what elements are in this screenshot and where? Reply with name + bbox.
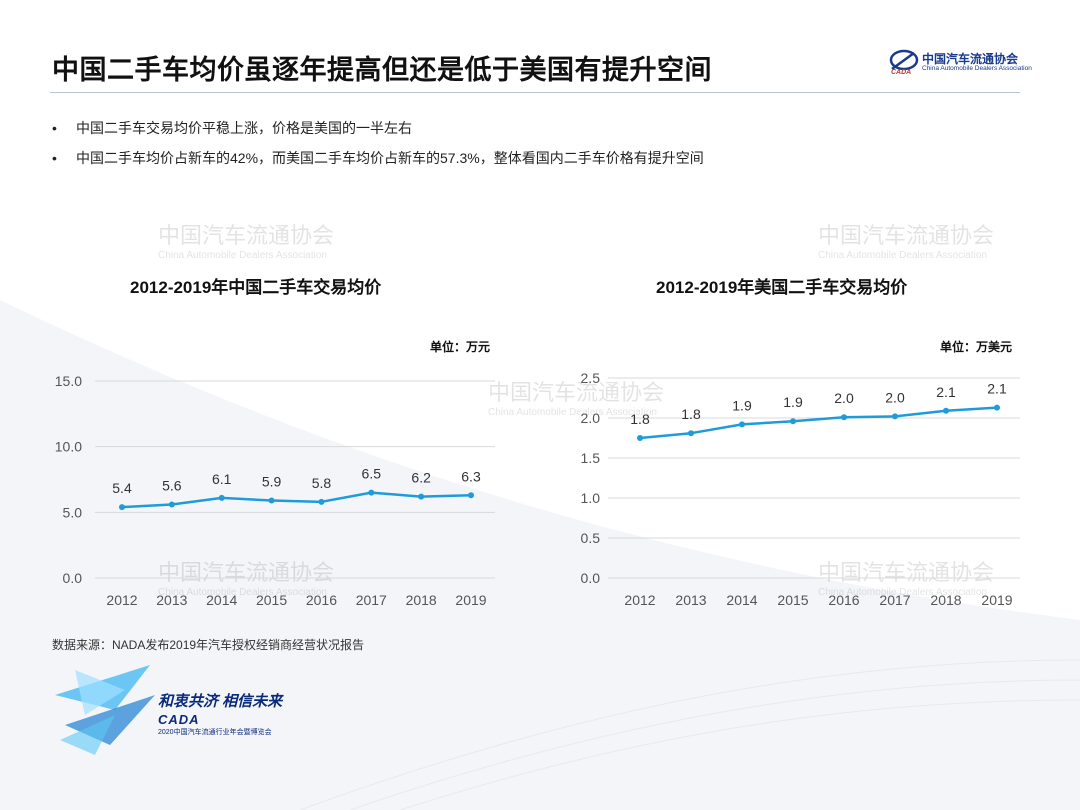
y-tick-label: 2.5 (581, 370, 601, 386)
x-tick-label: 2016 (306, 592, 337, 608)
x-tick-label: 2015 (777, 592, 808, 608)
series-line (121, 491, 472, 509)
title-divider (50, 92, 1020, 93)
cada-logo-icon: CADA (889, 49, 919, 75)
x-tick-label: 2012 (106, 592, 137, 608)
x-tick-label: 2015 (256, 592, 287, 608)
data-point (119, 504, 125, 511)
data-point (688, 430, 694, 437)
data-label: 5.9 (262, 474, 282, 490)
data-label: 1.9 (783, 394, 803, 410)
data-point (368, 489, 375, 496)
y-tick-label: 0.5 (581, 530, 601, 546)
data-label: 2.1 (936, 384, 956, 400)
y-tick-label: 2.0 (581, 410, 601, 426)
y-tick-label: 1.0 (581, 490, 601, 506)
chart-unit-china: 单位：万元 (430, 340, 491, 354)
data-source-note: 数据来源：NADA发布2019年汽车授权经销商经营状况报告 (52, 638, 365, 652)
series-line (639, 406, 998, 440)
chart-unit-usa: 单位：万美元 (940, 340, 1013, 354)
svg-text:CADA: CADA (891, 69, 911, 75)
data-point (168, 501, 175, 508)
y-tick-label: 5.0 (63, 504, 83, 520)
x-tick-label: 2018 (406, 592, 437, 608)
data-point (218, 494, 225, 501)
data-point (318, 498, 325, 505)
event-graphic (55, 665, 155, 755)
chart-title-usa: 2012-2019年美国二手车交易均价 (656, 278, 908, 297)
x-tick-label: 2019 (981, 592, 1012, 608)
data-point (418, 493, 425, 500)
event-name: 2020中国汽车流通行业年会暨博览会 (158, 729, 272, 736)
data-label: 6.2 (411, 470, 431, 486)
data-label: 5.8 (312, 475, 332, 491)
data-point (994, 404, 1000, 411)
y-tick-label: 10.0 (55, 439, 82, 455)
event-brand: CADA (158, 712, 200, 727)
data-label: 2.0 (885, 389, 905, 405)
logo-chinese-name: 中国汽车流通协会 (922, 52, 1019, 66)
data-label: 2.1 (987, 381, 1007, 397)
bullet-item: 中国二手车均价占新车的42%，而美国二手车均价占新车的57.3%，整体看国内二手… (52, 143, 704, 173)
data-label: 1.9 (732, 397, 752, 413)
x-tick-label: 2019 (455, 592, 486, 608)
chart-title-china: 2012-2019年中国二手车交易均价 (130, 278, 382, 297)
cada-logo: CADA 中国汽车流通协会 China Automobile Dealers A… (888, 47, 1032, 77)
data-point (268, 497, 275, 504)
data-point (637, 435, 643, 441)
data-label: 1.8 (681, 406, 701, 422)
data-label: 2.0 (834, 390, 854, 406)
data-label: 1.8 (630, 411, 650, 427)
page-title: 中国二手车均价虽逐年提高但还是低于美国有提升空间 (52, 55, 712, 85)
bullet-list: 中国二手车交易均价平稳上涨，价格是美国的一半左右 中国二手车均价占新车的42%，… (52, 113, 704, 173)
bullet-item: 中国二手车交易均价平稳上涨，价格是美国的一半左右 (52, 113, 704, 143)
data-label: 5.4 (112, 480, 132, 496)
logo-english-name: China Automobile Dealers Association (922, 65, 1032, 72)
x-tick-label: 2017 (879, 592, 910, 608)
data-point (943, 407, 949, 414)
data-label: 6.1 (212, 471, 232, 487)
y-tick-label: 0.0 (581, 570, 601, 586)
data-point (892, 413, 898, 420)
y-tick-label: 15.0 (55, 373, 82, 389)
data-point (739, 421, 745, 428)
data-point (790, 418, 796, 425)
data-label: 5.6 (162, 477, 182, 493)
y-tick-label: 0.0 (63, 570, 83, 586)
x-tick-label: 2017 (356, 592, 387, 608)
x-tick-label: 2013 (675, 592, 706, 608)
event-slogan: 和衷共济 相信未来 (158, 693, 283, 710)
x-tick-label: 2014 (206, 592, 237, 608)
data-label: 6.3 (461, 468, 481, 484)
x-tick-label: 2018 (930, 592, 961, 608)
x-tick-label: 2016 (828, 592, 859, 608)
x-tick-label: 2013 (156, 592, 187, 608)
y-tick-label: 1.5 (581, 450, 601, 466)
data-point (841, 414, 847, 421)
x-tick-label: 2014 (726, 592, 757, 608)
x-tick-label: 2012 (624, 592, 655, 608)
data-label: 6.5 (362, 466, 382, 482)
data-point (468, 492, 474, 499)
